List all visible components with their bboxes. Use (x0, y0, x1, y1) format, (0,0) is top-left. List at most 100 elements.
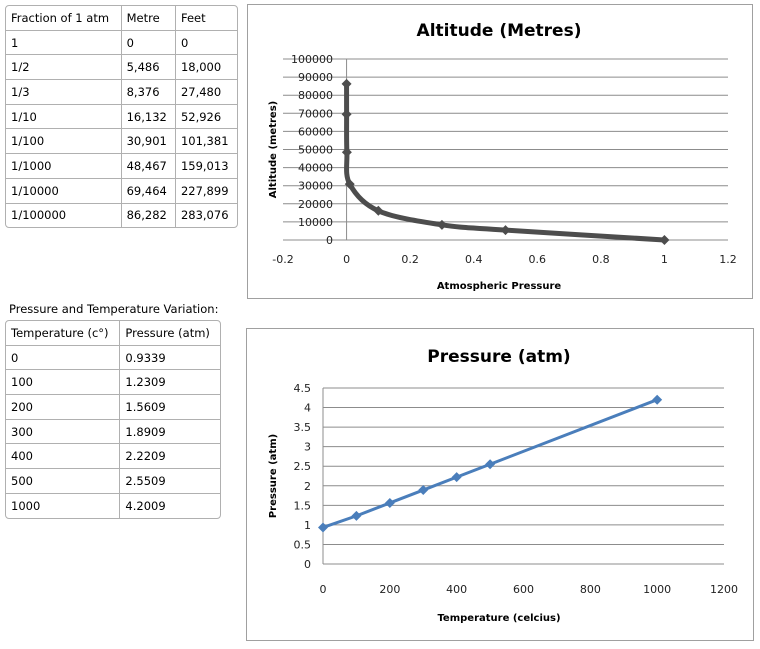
table-cell: 2.5509 (120, 469, 220, 494)
x-tick-label: 1200 (710, 583, 738, 596)
data-point-marker (373, 205, 384, 216)
table-header-row: Temperature (c°) Pressure (atm) (6, 321, 220, 346)
table-cell: 8,376 (121, 80, 176, 105)
table-cell: 300 (6, 419, 121, 445)
table-cell: 1 (6, 30, 122, 56)
table-cell: 1/2 (6, 55, 122, 81)
table-cell: 1.8909 (120, 420, 220, 445)
column-header: Pressure (atm) (120, 321, 220, 346)
table-cell: 16,132 (121, 104, 176, 130)
y-tick-label: 20000 (298, 198, 333, 211)
table-cell: 227,899 (175, 179, 237, 204)
x-axis-label: Temperature (celcius) (437, 613, 560, 624)
y-tick-label: 3 (304, 441, 311, 454)
table-cell: 2.2209 (120, 444, 220, 470)
table-cell: 18,000 (175, 55, 237, 81)
y-tick-label: 60000 (298, 125, 333, 138)
chart-title: Pressure (atm) (427, 347, 570, 367)
table-cell: 0 (6, 345, 121, 371)
data-point-marker (652, 394, 663, 405)
y-tick-label: 4 (304, 402, 311, 415)
x-tick-label: 600 (513, 583, 534, 596)
y-tick-label: 30000 (298, 180, 333, 193)
y-tick-label: 100000 (291, 53, 333, 66)
table-cell: 1/10 (6, 104, 122, 130)
x-tick-label: 200 (379, 583, 400, 596)
y-tick-label: 70000 (298, 107, 333, 120)
table-cell: 0.9339 (120, 346, 220, 371)
table-header-row: Fraction of 1 atm Metre Feet (6, 6, 237, 31)
y-tick-label: 3.5 (294, 421, 312, 434)
x-tick-label: 800 (580, 583, 601, 596)
x-tick-label: 400 (446, 583, 467, 596)
table-cell: 69,464 (121, 178, 176, 204)
data-point-marker (344, 179, 355, 190)
table-cell: 101,381 (175, 129, 237, 155)
data-point-marker (451, 472, 462, 483)
table-cell: 159,013 (175, 154, 237, 179)
table-row: 100 1.2309 (6, 370, 220, 396)
table-cell: 27,480 (175, 80, 237, 105)
y-tick-label: 40000 (298, 162, 333, 175)
table-row: 500 2.5509 (6, 469, 220, 494)
table-cell: 1.5609 (120, 395, 220, 420)
x-tick-label: 1.2 (719, 253, 737, 266)
table-cell: 1.2309 (120, 370, 220, 396)
column-header: Metre (121, 6, 176, 31)
x-tick-label: 1000 (643, 583, 671, 596)
y-tick-label: 0 (304, 558, 311, 571)
x-tick-label: 0 (320, 583, 327, 596)
data-point-marker (659, 235, 670, 245)
chart-title: Altitude (Metres) (417, 21, 582, 41)
column-header: Fraction of 1 atm (6, 6, 122, 31)
table-cell: 1/1000 (6, 154, 122, 179)
table-cell: 52,926 (175, 105, 237, 130)
y-axis-label: Altitude (metres) (268, 101, 279, 199)
pressure-table: Temperature (c°) Pressure (atm) 0 0.9339 100… (5, 320, 221, 519)
table-row: 1/3 8,376 27,480 (6, 80, 237, 105)
table-row: 1/1000 48,467 159,013 (6, 154, 237, 179)
table-cell: 400 (6, 444, 121, 470)
y-tick-label: 4.5 (294, 382, 312, 395)
pressure-chart: Pressure (atm) 0 0.5 1 1.5 2 2.5 3 3.5 4 4.5 0 200 40… (246, 328, 754, 641)
data-point-marker (351, 510, 362, 521)
table-row: 1/2 5,486 18,000 (6, 55, 237, 81)
data-point-marker (341, 147, 352, 158)
table-cell: 100 (6, 370, 121, 396)
column-header: Temperature (c°) (6, 321, 121, 346)
data-point-marker (485, 459, 496, 470)
table-row: 400 2.2209 (6, 444, 220, 470)
y-tick-label: 1.5 (294, 499, 312, 512)
y-tick-label: 0.5 (294, 538, 312, 551)
table-cell: 0 (175, 31, 237, 56)
table-cell: 48,467 (121, 154, 176, 179)
pressure-table-caption: Pressure and Temperature Variation: (9, 302, 219, 316)
data-point-marker (436, 219, 447, 230)
y-tick-label: 80000 (298, 89, 333, 102)
table-cell: 1/100000 (6, 203, 122, 228)
y-tick-label: 90000 (298, 71, 333, 84)
series-line (344, 83, 665, 243)
x-axis-label: Atmospheric Pressure (437, 281, 562, 292)
column-header: Feet (175, 6, 237, 31)
table-cell: 1/3 (6, 80, 122, 105)
table-row: 1/100 30,901 101,381 (6, 129, 237, 155)
x-tick-label: 0.2 (401, 253, 419, 266)
x-tick-label: 0.8 (592, 253, 610, 266)
table-row: 200 1.5609 (6, 395, 220, 420)
altitude-chart: Altitude (Metres) 0 10000 20000 30000 40000 50… (247, 4, 753, 299)
table-cell: 4.2009 (125, 498, 166, 513)
table-cell: 1/10000 (6, 178, 122, 204)
y-tick-label: 2.5 (294, 460, 312, 473)
data-point-marker (341, 78, 352, 89)
table-cell: 30,901 (121, 129, 176, 155)
table-cell: 86,282 (122, 203, 176, 228)
x-tick-label: 0 (343, 253, 350, 266)
table-cell: 0 (121, 30, 176, 56)
data-point-marker (341, 109, 352, 120)
table-row: 1/100000 86,282 283,076 (6, 203, 237, 228)
y-tick-label: 10000 (298, 216, 333, 229)
table-cell: 283,076 (180, 208, 229, 223)
table-row: 1/10000 69,464 227,899 (6, 178, 237, 204)
